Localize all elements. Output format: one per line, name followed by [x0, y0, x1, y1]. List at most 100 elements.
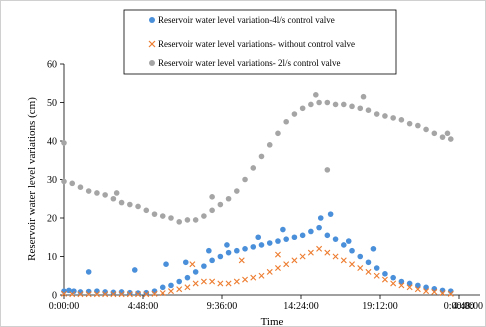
- legend-entry-series-1: Reservoir water level variation-4l/s con…: [149, 15, 335, 25]
- data-point: [110, 195, 117, 202]
- data-point: [143, 291, 150, 298]
- data-point: [176, 278, 183, 285]
- data-point: [118, 291, 125, 298]
- data-point: [159, 213, 166, 219]
- data-point: [184, 284, 191, 291]
- legend-marker-series-3: [149, 60, 155, 66]
- x-tick-label: 0:00:00: [49, 301, 80, 312]
- series-2-points: [61, 245, 454, 298]
- data-point: [382, 113, 388, 119]
- data-point: [390, 274, 396, 281]
- data-point: [242, 176, 248, 183]
- data-point: [373, 111, 380, 117]
- data-point: [414, 286, 421, 293]
- x-tick-label: 4:48:00: [452, 301, 483, 312]
- data-point: [255, 234, 262, 241]
- data-point: [398, 117, 405, 123]
- data-point: [192, 269, 199, 275]
- data-point: [316, 99, 322, 106]
- data-point: [313, 92, 319, 98]
- data-point: [439, 134, 446, 140]
- y-tick-label: 40: [47, 137, 57, 148]
- data-point: [131, 267, 138, 273]
- data-point: [238, 257, 245, 264]
- data-point: [382, 271, 388, 277]
- data-point: [332, 253, 339, 260]
- legend: Reservoir water level variation-4l/s con…: [123, 9, 397, 75]
- data-point: [357, 105, 364, 112]
- data-point: [370, 246, 377, 252]
- data-point: [176, 219, 183, 225]
- data-point: [349, 261, 356, 268]
- series-3-points: [61, 92, 454, 225]
- data-point: [345, 238, 352, 244]
- data-point: [143, 289, 150, 296]
- data-point: [71, 288, 77, 294]
- data-point: [447, 290, 454, 297]
- data-point: [324, 232, 331, 239]
- x-axis-title: Time: [261, 316, 284, 327]
- data-point: [415, 282, 421, 289]
- data-point: [167, 288, 174, 295]
- data-point: [266, 240, 273, 246]
- legend-marker-series-1: [149, 17, 155, 23]
- data-point: [316, 245, 323, 252]
- data-point: [159, 284, 166, 291]
- data-point: [69, 180, 76, 187]
- data-point: [93, 291, 100, 298]
- data-point: [274, 251, 281, 258]
- data-point: [250, 274, 257, 281]
- y-tick-label: 50: [47, 98, 57, 109]
- data-point: [258, 153, 265, 160]
- data-point: [61, 140, 67, 146]
- data-point: [233, 278, 240, 285]
- data-point: [113, 190, 120, 196]
- data-point: [168, 215, 174, 221]
- data-point: [324, 99, 331, 106]
- data-point: [357, 265, 364, 272]
- data-point: [406, 284, 413, 291]
- data-point: [373, 265, 380, 271]
- data-point: [444, 130, 451, 137]
- data-point: [192, 280, 199, 287]
- data-point: [250, 244, 257, 250]
- data-point: [299, 105, 306, 112]
- data-point: [85, 188, 92, 194]
- data-point: [340, 242, 347, 248]
- data-point: [431, 288, 438, 295]
- data-point: [225, 249, 232, 256]
- data-point: [225, 280, 232, 287]
- data-point: [274, 265, 281, 272]
- data-point: [200, 278, 207, 285]
- data-point: [126, 291, 133, 298]
- data-point: [209, 278, 216, 285]
- data-point: [291, 111, 298, 117]
- y-tick-label: 20: [47, 214, 57, 225]
- legend-marker-series-2: [148, 40, 156, 48]
- data-point: [332, 236, 339, 242]
- data-point: [439, 290, 446, 297]
- data-point: [291, 257, 298, 264]
- data-point: [365, 268, 372, 275]
- data-point: [102, 192, 108, 198]
- y-tick-label: 0: [52, 291, 57, 302]
- legend-label-series-3: Reservoir water level variations- 2l/s c…: [158, 58, 340, 68]
- x-tick-label: 4:48:00: [128, 301, 159, 312]
- data-point: [217, 201, 224, 208]
- data-point: [266, 142, 273, 148]
- data-point: [143, 207, 150, 214]
- data-point: [275, 130, 281, 137]
- data-point: [381, 276, 388, 283]
- data-point: [283, 118, 289, 125]
- data-point: [291, 234, 298, 241]
- data-point: [258, 242, 265, 248]
- data-point: [77, 291, 84, 298]
- data-point: [447, 136, 454, 142]
- data-point: [85, 291, 92, 298]
- data-point: [217, 280, 224, 287]
- y-tick-label: 10: [47, 252, 57, 263]
- data-point: [102, 291, 109, 298]
- legend-entry-series-2: Reservoir water level variations- withou…: [148, 39, 355, 49]
- data-point: [206, 247, 212, 254]
- data-point: [209, 257, 215, 264]
